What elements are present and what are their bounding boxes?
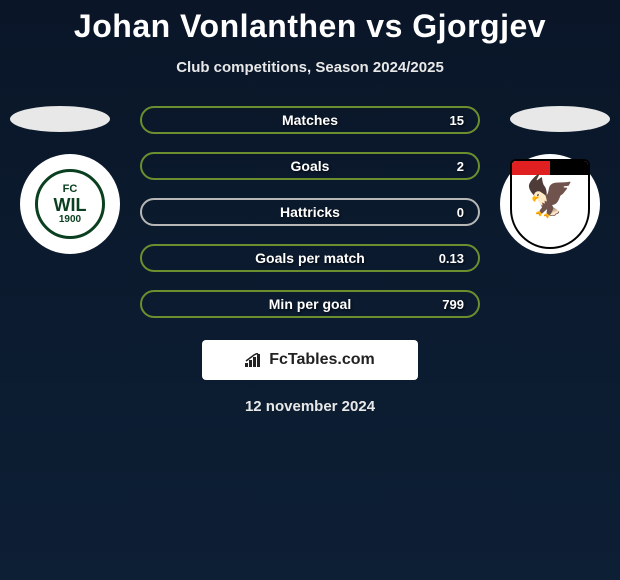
eagle-icon: 🦅 bbox=[525, 177, 575, 217]
brand-text: FcTables.com bbox=[269, 351, 375, 369]
stat-right-value: 0 bbox=[434, 205, 464, 220]
team-left-line2: WIL bbox=[54, 196, 87, 214]
subtitle: Club competitions, Season 2024/2025 bbox=[0, 59, 620, 76]
stat-label: Min per goal bbox=[269, 296, 351, 312]
stat-row-goals: Goals 2 bbox=[140, 152, 480, 180]
team-logo-right-inner: 🦅 bbox=[510, 159, 590, 249]
player-oval-right bbox=[510, 106, 610, 132]
team-left-line3: 1900 bbox=[59, 215, 81, 225]
team-left-line1: FC bbox=[63, 184, 78, 195]
stat-label: Goals bbox=[291, 158, 330, 174]
stat-right-value: 2 bbox=[434, 159, 464, 174]
date-text: 12 november 2024 bbox=[20, 398, 600, 415]
stat-row-mpg: Min per goal 799 bbox=[140, 290, 480, 318]
logo-right-stripe bbox=[512, 161, 588, 175]
header: Johan Vonlanthen vs Gjorgjev Club compet… bbox=[0, 0, 620, 76]
team-logo-left: FC WIL 1900 bbox=[20, 154, 120, 254]
team-logo-right: 🦅 bbox=[500, 154, 600, 254]
player-oval-left bbox=[10, 106, 110, 132]
stat-row-matches: Matches 15 bbox=[140, 106, 480, 134]
stripe-red bbox=[512, 161, 550, 175]
stat-label: Goals per match bbox=[255, 250, 365, 266]
stat-right-value: 0.13 bbox=[434, 251, 464, 266]
content-area: FC WIL 1900 🦅 Matches 15 Goals 2 bbox=[0, 106, 620, 415]
stat-label: Hattricks bbox=[280, 204, 340, 220]
chart-icon bbox=[245, 353, 263, 367]
stat-right-value: 799 bbox=[434, 297, 464, 312]
stat-right-value: 15 bbox=[434, 113, 464, 128]
stat-row-hattricks: Hattricks 0 bbox=[140, 198, 480, 226]
stats-list: Matches 15 Goals 2 Hattricks 0 Goals per… bbox=[140, 106, 480, 318]
stat-label: Matches bbox=[282, 112, 338, 128]
team-logo-left-inner: FC WIL 1900 bbox=[35, 169, 105, 239]
stat-row-gpm: Goals per match 0.13 bbox=[140, 244, 480, 272]
branding-box: FcTables.com bbox=[202, 340, 418, 380]
stripe-black bbox=[550, 161, 588, 175]
page-title: Johan Vonlanthen vs Gjorgjev bbox=[0, 8, 620, 45]
